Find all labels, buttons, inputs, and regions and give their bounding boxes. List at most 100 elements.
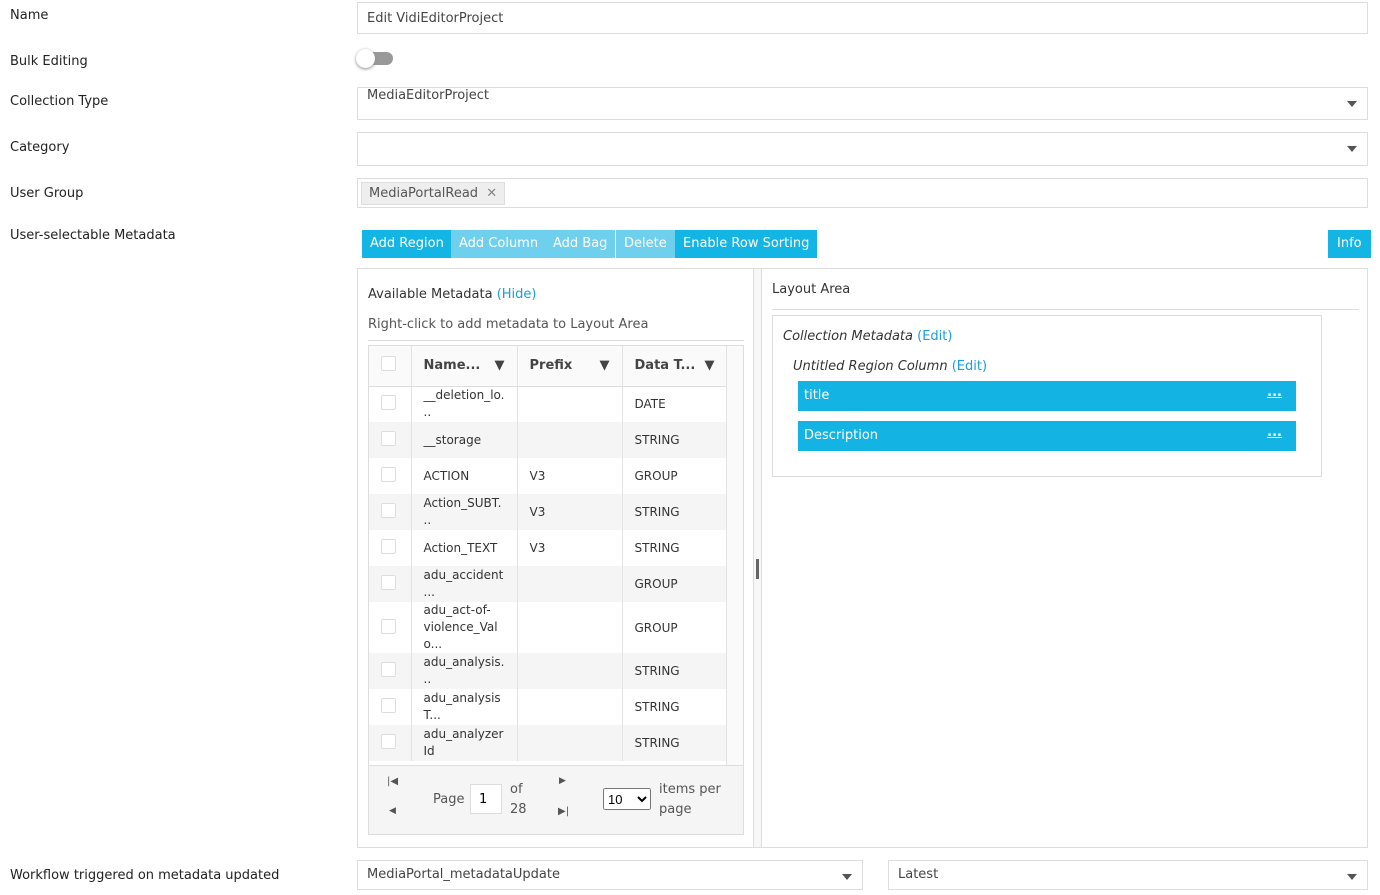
- layout-item[interactable]: title...: [798, 381, 1296, 411]
- data-type: GROUP: [634, 469, 678, 483]
- prefix: V3: [529, 505, 546, 519]
- prev-page[interactable]: ◀: [389, 806, 396, 816]
- cell: Action_SUBT...: [411, 494, 518, 530]
- cell: [369, 458, 412, 494]
- cell: [369, 530, 412, 566]
- button[interactable]: Add Bag: [545, 230, 616, 258]
- cell: GROUP: [622, 566, 728, 602]
- scrollbar[interactable]: [726, 346, 743, 766]
- item-menu[interactable]: ...: [1267, 385, 1282, 400]
- cell: GROUP: [622, 458, 728, 494]
- layout-item[interactable]: Description...: [798, 421, 1296, 451]
- name: ACTION: [423, 468, 470, 483]
- name: __deletion_lo...: [423, 388, 505, 420]
- name: adu_analyzerId: [423, 727, 504, 758]
- pager: |◀ ◀ Page of 28 ▶ ▶| 10 items per page: [369, 765, 743, 834]
- workflow-select[interactable]: MediaPortal_metadataUpdate: [357, 860, 863, 890]
- toggle[interactable]: [356, 49, 393, 68]
- cell: [517, 566, 623, 602]
- edit-link[interactable]: (Edit): [951, 359, 988, 374]
- cell: [517, 422, 623, 458]
- cell: STRING: [622, 530, 728, 566]
- cell: Action_TEXT: [411, 530, 518, 566]
- cell: adu_analyzerId: [411, 725, 518, 761]
- name: Action_SUBT...: [423, 496, 502, 527]
- grid-row: adu_analysis... STRING: [369, 653, 728, 689]
- grid-row: Action_TEXT V3 STRING: [369, 530, 728, 566]
- hide-link[interactable]: (Hide): [496, 287, 537, 302]
- region-header: Untitled Region Column (Edit): [793, 359, 987, 374]
- checkbox[interactable]: [381, 575, 396, 590]
- grid-row: ACTION V3 GROUP: [369, 458, 728, 494]
- cell: STRING: [622, 653, 728, 689]
- header-cell[interactable]: Data T... ▼: [622, 346, 728, 387]
- checkbox[interactable]: [381, 734, 396, 749]
- data-type: DATE: [634, 397, 666, 412]
- name: adu_act-of-violence_Valo...: [423, 603, 498, 651]
- header-cell[interactable]: Prefix ▼: [517, 346, 623, 387]
- last-page[interactable]: ▶|: [558, 806, 570, 817]
- collection-name: Collection Metadata: [783, 329, 913, 344]
- title: Available Metadata: [368, 287, 493, 302]
- data-type: STRING: [634, 541, 680, 555]
- cell: STRING: [622, 494, 728, 530]
- page-input[interactable]: [470, 784, 502, 814]
- cell: GROUP: [622, 602, 728, 653]
- checkbox[interactable]: [381, 698, 396, 713]
- checkbox[interactable]: [381, 662, 396, 677]
- metadata-panel: [357, 268, 1368, 848]
- collection-type-select[interactable]: MediaEditorProject: [357, 87, 1368, 120]
- cell: [369, 653, 412, 689]
- grid-row: adu_act-of-violence_Valo... GROUP: [369, 602, 728, 653]
- field-label: User-selectable Metadata: [10, 228, 176, 243]
- page-size[interactable]: 10: [603, 788, 651, 810]
- info-button[interactable]: Info: [1328, 230, 1371, 258]
- cell: [369, 689, 412, 725]
- prefix: V3: [529, 541, 546, 555]
- button[interactable]: Add Column: [451, 230, 547, 258]
- cell: [369, 494, 412, 530]
- button[interactable]: Delete: [616, 230, 675, 258]
- checkbox[interactable]: [381, 395, 396, 411]
- button[interactable]: Enable Row Sorting: [675, 230, 818, 258]
- cell: [369, 386, 412, 422]
- tag-remove[interactable]: ✕: [486, 186, 498, 201]
- collection-header: Collection Metadata (Edit): [783, 329, 952, 344]
- cell: [517, 725, 623, 761]
- cell: [517, 653, 623, 689]
- button[interactable]: Add Region: [362, 230, 452, 258]
- checkbox[interactable]: [381, 431, 396, 446]
- item-menu[interactable]: ...: [1267, 425, 1282, 440]
- next-page[interactable]: ▶: [559, 776, 566, 786]
- field-label: Workflow triggered on metadata updated: [10, 868, 280, 883]
- layout-title: Layout Area: [772, 282, 1359, 310]
- checkbox[interactable]: [381, 503, 396, 518]
- header: Data T...: [634, 358, 696, 374]
- header-cell[interactable]: Name... ▼: [411, 346, 518, 387]
- checkbox[interactable]: [381, 356, 396, 372]
- total-pages: 28: [510, 802, 527, 817]
- prefix: V3: [529, 469, 546, 483]
- name-input[interactable]: [357, 2, 1368, 34]
- version-select[interactable]: Latest: [888, 860, 1368, 890]
- user-group-input[interactable]: MediaPortalRead ✕: [357, 178, 1368, 208]
- name: adu_accident...: [423, 568, 504, 599]
- header-row: Name... ▼ Prefix ▼ Data T... ▼: [369, 346, 728, 387]
- item-label: Description: [804, 428, 879, 443]
- first-page[interactable]: |◀: [387, 776, 399, 787]
- edit-link[interactable]: (Edit): [917, 329, 953, 344]
- item-label: title: [804, 388, 830, 403]
- checkbox[interactable]: [381, 539, 396, 554]
- field-label: User Group: [10, 186, 84, 201]
- field-label: Name: [10, 8, 49, 23]
- category-select[interactable]: [357, 132, 1368, 166]
- splitter[interactable]: [753, 269, 762, 847]
- data-type: STRING: [634, 664, 680, 678]
- checkbox[interactable]: [381, 467, 396, 482]
- tag: MediaPortalRead ✕: [361, 182, 506, 205]
- grid-row: __storage STRING: [369, 422, 728, 458]
- cell: DATE: [622, 386, 728, 422]
- checkbox[interactable]: [381, 618, 396, 634]
